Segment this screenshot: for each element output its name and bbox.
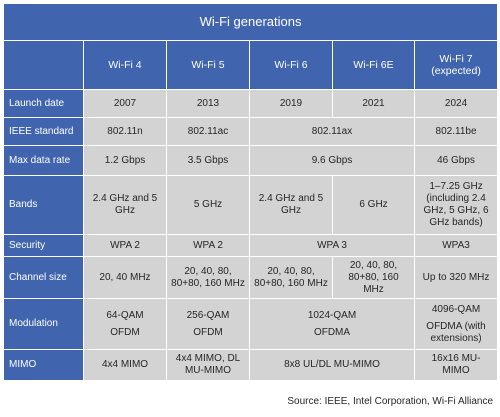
cell-rate-wifi-4: 1.2 Gbps	[83, 145, 167, 176]
modulation-scheme-wifi-7: OFDMA (with extensions)	[426, 320, 486, 344]
cell-ieee-wifi-4: 802.11n	[83, 117, 167, 146]
cell-security-wifi-7: WPA3	[413, 234, 499, 257]
cell-channel-wifi-5: 20, 40, 80, 80+80, 160 MHz	[166, 256, 250, 299]
cell-bands-wifi-5: 5 GHz	[166, 175, 250, 235]
cell-bands-wifi-6e: 6 GHz	[332, 175, 415, 235]
table-row-security: Security WPA 2 WPA 2 WPA 3 WPA3	[3, 234, 499, 257]
table-row-max-data-rate: Max data rate 1.2 Gbps 3.5 Gbps 9.6 Gbps…	[3, 145, 499, 176]
cell-channel-wifi-6: 20, 40, 80, 80+80, 160 MHz	[249, 256, 333, 299]
corner-cell	[3, 40, 84, 90]
table-row-bands: Bands 2.4 GHz and 5 GHz 5 GHz 2.4 GHz an…	[3, 175, 499, 235]
row-label-mimo: MIMO	[3, 349, 84, 381]
cell-channel-wifi-6e: 20, 40, 80, 80+80, 160 MHz	[332, 256, 415, 299]
cell-bands-wifi-7: 1–7.25 GHz (including 2.4 GHz, 5 GHz, 6 …	[413, 175, 499, 235]
table-row-modulation: Modulation 64-QAM OFDM 256-QAM OFDM 1024…	[3, 298, 499, 350]
cell-mimo-wifi-6-6e: 8x8 UL/DL MU-MIMO	[249, 349, 415, 381]
cell-launch-wifi-5: 2013	[166, 89, 250, 118]
table-row-ieee-standard: IEEE standard 802.11n 802.11ac 802.11ax …	[3, 117, 499, 146]
column-header-wifi-5: Wi-Fi 5	[166, 40, 250, 90]
row-label-max-data-rate: Max data rate	[3, 145, 84, 176]
row-label-modulation: Modulation	[3, 298, 84, 350]
column-header-wifi-7: Wi-Fi 7 (expected)	[413, 40, 499, 90]
row-label-bands: Bands	[3, 175, 84, 235]
cell-security-wifi-6-6e: WPA 3	[249, 234, 415, 257]
cell-launch-wifi-4: 2007	[83, 89, 167, 118]
cell-ieee-wifi-7: 802.11be	[413, 117, 499, 146]
cell-launch-wifi-6: 2019	[249, 89, 333, 118]
row-label-ieee-standard: IEEE standard	[3, 117, 84, 146]
cell-rate-wifi-7: 46 Gbps	[413, 145, 499, 176]
cell-modulation-wifi-6-6e: 1024-QAM OFDMA	[249, 298, 415, 350]
modulation-qam-wifi-7: 4096-QAM	[431, 303, 481, 315]
row-label-launch-date: Launch date	[3, 89, 84, 118]
cell-mimo-wifi-7: 16x16 MU-MIMO	[413, 349, 499, 381]
column-header-wifi-6e: Wi-Fi 6E	[332, 40, 415, 90]
modulation-qam-wifi-5: 256-QAM	[186, 309, 230, 321]
wifi-generations-table: Wi-Fi generations Wi-Fi 4 Wi-Fi 5 Wi-Fi …	[2, 3, 499, 381]
source-note: Source: IEEE, Intel Corporation, Wi-Fi A…	[287, 396, 493, 407]
cell-security-wifi-4: WPA 2	[83, 234, 167, 257]
column-header-wifi-4: Wi-Fi 4	[83, 40, 167, 90]
cell-modulation-wifi-7: 4096-QAM OFDMA (with extensions)	[413, 298, 499, 350]
cell-launch-wifi-7: 2024	[413, 89, 499, 118]
cell-rate-wifi-6-6e: 9.6 Gbps	[249, 145, 415, 176]
table-row-channel-size: Channel size 20, 40 MHz 20, 40, 80, 80+8…	[3, 256, 499, 299]
cell-bands-wifi-4: 2.4 GHz and 5 GHz	[83, 175, 167, 235]
table-row-launch-date: Launch date 2007 2013 2019 2021 2024	[3, 89, 499, 118]
wifi-generations-table-container: Wi-Fi generations Wi-Fi 4 Wi-Fi 5 Wi-Fi …	[2, 3, 499, 381]
cell-channel-wifi-7: Up to 320 MHz	[413, 256, 499, 299]
column-header-wifi-6: Wi-Fi 6	[249, 40, 333, 90]
cell-rate-wifi-5: 3.5 Gbps	[166, 145, 250, 176]
cell-mimo-wifi-5: 4x4 MIMO, DL MU-MIMO	[166, 349, 250, 381]
cell-modulation-wifi-5: 256-QAM OFDM	[166, 298, 250, 350]
row-label-security: Security	[3, 234, 84, 257]
table-title: Wi-Fi generations	[2, 3, 499, 41]
cell-channel-wifi-4: 20, 40 MHz	[83, 256, 167, 299]
modulation-scheme-wifi-5: OFDM	[193, 326, 223, 338]
row-label-channel-size: Channel size	[3, 256, 84, 299]
cell-modulation-wifi-4: 64-QAM OFDM	[83, 298, 167, 350]
cell-security-wifi-5: WPA 2	[166, 234, 250, 257]
cell-launch-wifi-6e: 2021	[332, 89, 415, 118]
modulation-qam-wifi-4: 64-QAM	[106, 309, 144, 321]
column-header-row: Wi-Fi 4 Wi-Fi 5 Wi-Fi 6 Wi-Fi 6E Wi-Fi 7…	[3, 40, 499, 90]
cell-ieee-wifi-5: 802.11ac	[166, 117, 250, 146]
cell-bands-wifi-6: 2.4 GHz and 5 GHz	[249, 175, 333, 235]
cell-mimo-wifi-4: 4x4 MIMO	[83, 349, 167, 381]
cell-ieee-wifi-6-6e: 802.11ax	[249, 117, 415, 146]
modulation-qam-wifi-6-6e: 1024-QAM	[307, 309, 357, 321]
table-row-mimo: MIMO 4x4 MIMO 4x4 MIMO, DL MU-MIMO 8x8 U…	[3, 349, 499, 381]
modulation-scheme-wifi-6-6e: OFDMA	[313, 326, 351, 338]
modulation-scheme-wifi-4: OFDM	[110, 326, 140, 338]
